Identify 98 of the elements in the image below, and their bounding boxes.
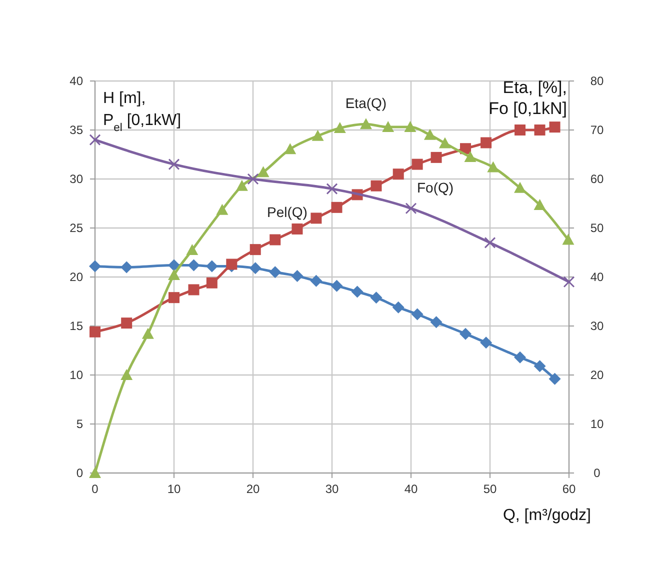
point <box>412 158 423 170</box>
point <box>370 292 382 304</box>
point <box>247 173 259 185</box>
point <box>334 122 346 134</box>
point <box>405 202 417 214</box>
point <box>249 262 262 274</box>
point <box>89 134 101 146</box>
point <box>382 121 394 132</box>
y-tick-label: 20 <box>70 270 84 284</box>
x-tick-label: 40 <box>404 482 418 496</box>
x-tick-label: 50 <box>483 482 497 496</box>
point <box>392 301 404 314</box>
y2-tick-label: 80 <box>590 74 604 88</box>
point <box>284 143 296 154</box>
y-tick-label: 25 <box>70 221 84 235</box>
point <box>216 204 228 215</box>
point <box>331 202 342 213</box>
point <box>430 316 442 328</box>
point <box>89 260 101 272</box>
point <box>534 198 546 210</box>
point <box>480 336 492 349</box>
y2-tick-label: 50 <box>590 221 604 235</box>
point <box>168 158 180 170</box>
x-tick-label: 30 <box>325 482 339 496</box>
point <box>534 360 546 372</box>
point <box>360 118 372 130</box>
point <box>269 266 282 278</box>
point <box>310 274 322 287</box>
point <box>188 259 200 272</box>
y-tick-label: 15 <box>70 319 84 333</box>
point <box>186 244 198 256</box>
point <box>430 152 442 163</box>
y2-axis-title: Eta, [%], Fo [0,1kN] <box>488 78 567 118</box>
point <box>563 276 575 288</box>
point <box>330 280 343 292</box>
point <box>89 467 101 478</box>
point <box>548 372 561 385</box>
point <box>514 182 526 193</box>
point <box>549 122 560 133</box>
y2-tick-label: 40 <box>590 270 604 284</box>
point <box>392 168 404 180</box>
point <box>236 180 248 191</box>
point <box>142 328 154 339</box>
series-label: Eta(Q) <box>345 95 387 112</box>
point <box>487 161 500 172</box>
point <box>326 183 338 195</box>
series-label: Fo(Q) <box>417 179 454 196</box>
point <box>292 223 303 234</box>
x-tick-label: 20 <box>246 482 260 496</box>
point <box>312 130 324 141</box>
point <box>351 286 364 298</box>
point <box>464 150 476 162</box>
y2-tick-label: 30 <box>590 319 604 333</box>
point <box>168 269 180 280</box>
point <box>120 261 133 274</box>
point <box>310 212 322 224</box>
point <box>168 259 180 272</box>
y-axis-title: H [m], P$_{el}$ [0,1kW] <box>103 90 182 134</box>
y2-tick-label: 70 <box>590 123 604 137</box>
point <box>370 180 382 192</box>
point <box>120 369 133 380</box>
point <box>188 284 200 296</box>
y2-tick-label: 60 <box>590 172 604 186</box>
point <box>514 124 526 136</box>
point <box>206 277 218 288</box>
y-tick-label: 30 <box>70 172 84 186</box>
point <box>291 270 304 282</box>
point <box>484 236 496 248</box>
x-tick-label: 60 <box>562 482 576 496</box>
point <box>206 260 218 272</box>
point <box>424 128 436 140</box>
point <box>168 292 180 304</box>
point <box>534 124 546 136</box>
point <box>514 351 526 364</box>
x-tick-label: 10 <box>167 482 181 496</box>
y2-tick-label: 10 <box>590 417 604 431</box>
point <box>90 326 100 338</box>
point <box>226 258 238 270</box>
y-tick-label: 35 <box>70 123 84 137</box>
point <box>121 318 132 329</box>
point <box>404 121 416 132</box>
y-tick-label: 40 <box>70 74 84 88</box>
series-label: Pel(Q) <box>267 204 308 220</box>
y2-tick-label: 0 <box>594 466 601 480</box>
point <box>270 234 281 246</box>
point <box>562 234 574 245</box>
point <box>480 137 492 148</box>
y-tick-label: 10 <box>70 368 84 382</box>
x-axis-title: Q, [m³/godz] <box>502 507 591 524</box>
point <box>438 137 451 148</box>
y-tick-label: 5 <box>76 417 84 431</box>
y2-tick-label: 20 <box>590 368 604 382</box>
point <box>460 328 472 340</box>
point <box>250 244 261 256</box>
point <box>257 166 270 178</box>
x-tick-label: 0 <box>92 482 99 496</box>
point <box>411 308 424 320</box>
y-tick-label: 0 <box>76 466 84 480</box>
